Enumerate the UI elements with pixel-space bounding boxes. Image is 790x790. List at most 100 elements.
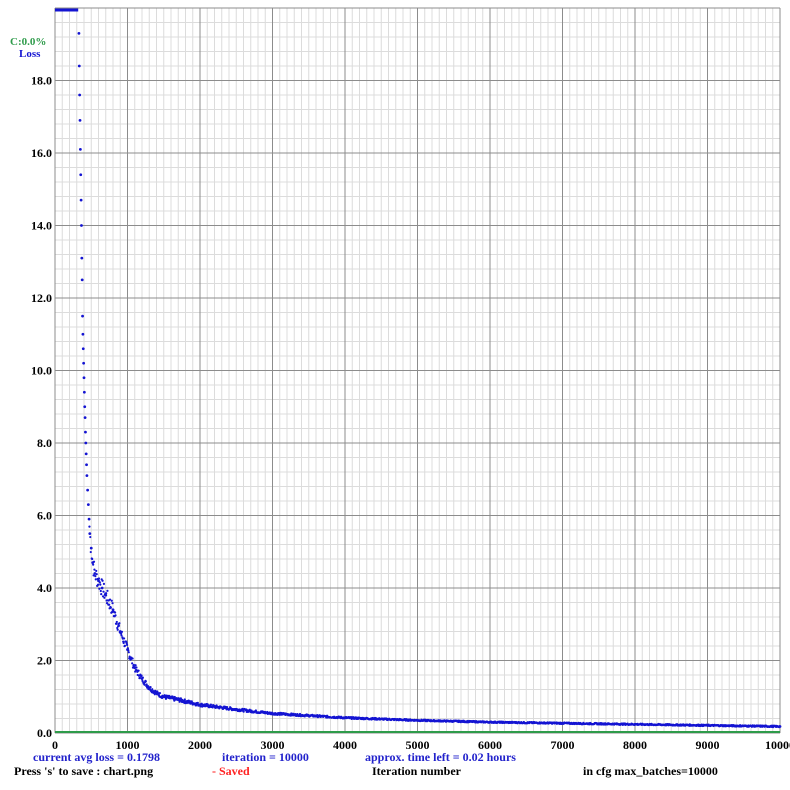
loss-point — [127, 649, 130, 652]
loss-point — [80, 224, 83, 227]
loss-point — [127, 651, 130, 654]
loss-point — [183, 698, 186, 701]
loss-point — [140, 674, 143, 677]
loss-point — [123, 644, 127, 647]
loss-point — [77, 64, 81, 68]
loss-point — [95, 569, 98, 573]
loss-point — [82, 376, 86, 380]
loss-point — [118, 622, 121, 625]
loss-point — [94, 578, 97, 581]
loss-point — [110, 599, 113, 602]
x-tick-label: 7000 — [551, 738, 575, 752]
save-hint: Press 's' to save : chart.png — [14, 764, 154, 778]
loss-point — [115, 620, 118, 624]
loss-point — [109, 606, 112, 609]
loss-point — [131, 657, 134, 660]
loss-point — [111, 602, 114, 605]
loss-point — [78, 147, 82, 151]
y-tick-label: 8.0 — [37, 436, 52, 450]
loss-point — [95, 573, 98, 576]
iteration-readout: iteration = 10000 — [222, 750, 309, 764]
loss-point — [99, 589, 102, 593]
loss-point — [86, 503, 90, 507]
loss-point — [778, 725, 781, 728]
loss-point — [137, 669, 140, 672]
x-tick-label: 5000 — [406, 738, 430, 752]
loss-point — [242, 710, 245, 713]
loss-point — [120, 632, 123, 635]
loss-point — [98, 587, 101, 590]
loss-point — [78, 93, 82, 97]
loss-point — [173, 699, 176, 702]
current-avg-loss: current avg loss = 0.1798 — [33, 750, 160, 764]
loss-point — [122, 637, 126, 640]
loss-point — [100, 593, 103, 596]
loss-point — [85, 463, 88, 467]
loss-point — [188, 700, 192, 703]
loss-points — [77, 31, 782, 729]
loss-point — [133, 666, 136, 669]
loss-point — [84, 430, 87, 434]
x-tick-label: 1000 — [116, 738, 140, 752]
saved-indicator: - Saved — [212, 764, 250, 778]
loss-point — [88, 525, 91, 528]
y-axis-ticks: 0.0 2.0 4.0 6.0 8.0 10.0 12.0 14.0 16.0 18.0 — [31, 74, 52, 741]
loss-point — [83, 405, 87, 409]
loss-point — [79, 198, 83, 202]
loss-point — [120, 630, 124, 633]
loss-point — [99, 583, 102, 586]
loss-point — [82, 390, 86, 394]
time-left: approx. time left = 0.02 hours — [365, 750, 516, 764]
loss-point — [116, 628, 119, 631]
max-batches-info: in cfg max_batches=10000 — [583, 764, 718, 778]
loss-point — [92, 560, 96, 563]
loss-point — [163, 694, 166, 697]
loss-point — [106, 589, 109, 592]
y-tick-label: 2.0 — [37, 654, 52, 668]
loss-point — [108, 603, 111, 606]
major-grid — [54, 7, 781, 734]
y-tick-label: 0.0 — [37, 726, 52, 740]
loss-point — [254, 709, 258, 712]
loss-point — [101, 595, 105, 598]
loss-point — [98, 581, 101, 584]
loss-point — [81, 332, 85, 336]
x-tick-label: 6000 — [478, 738, 502, 752]
loss-point — [101, 579, 104, 582]
loss-point — [117, 624, 121, 627]
loss-point — [105, 592, 108, 595]
loss-point — [97, 577, 101, 580]
legend-loss-label: Loss — [19, 48, 41, 60]
x-tick-label: 4000 — [333, 738, 357, 752]
loss-point — [141, 676, 144, 679]
loss-point — [158, 691, 162, 695]
loss-point — [143, 683, 146, 686]
loss-point — [80, 256, 84, 260]
loss-point — [151, 688, 154, 691]
x-tick-label: 2000 — [188, 738, 212, 752]
legend-map-label: C:0.0% — [10, 36, 46, 48]
loss-point — [103, 596, 106, 599]
loss-point — [114, 614, 117, 617]
loss-point — [138, 676, 141, 679]
loss-point — [120, 634, 123, 637]
loss-point — [81, 347, 85, 351]
loss-point — [157, 692, 160, 695]
loss-point — [86, 488, 90, 492]
loss-point — [131, 662, 134, 665]
loss-point — [115, 622, 118, 625]
loss-point — [84, 452, 88, 456]
loss-point — [116, 626, 119, 630]
x-tick-label: 0 — [52, 738, 58, 752]
y-tick-label: 10.0 — [31, 364, 52, 378]
loss-point — [92, 574, 95, 577]
loss-point — [298, 712, 302, 716]
y-tick-label: 14.0 — [31, 219, 52, 233]
loss-point — [144, 680, 147, 683]
loss-point — [125, 642, 128, 645]
loss-point — [196, 701, 199, 704]
loss-point — [105, 602, 109, 605]
x-axis-ticks: 0 1000 2000 3000 4000 5000 6000 7000 8000 9000 100… — [52, 738, 790, 752]
loss-point — [80, 278, 84, 282]
